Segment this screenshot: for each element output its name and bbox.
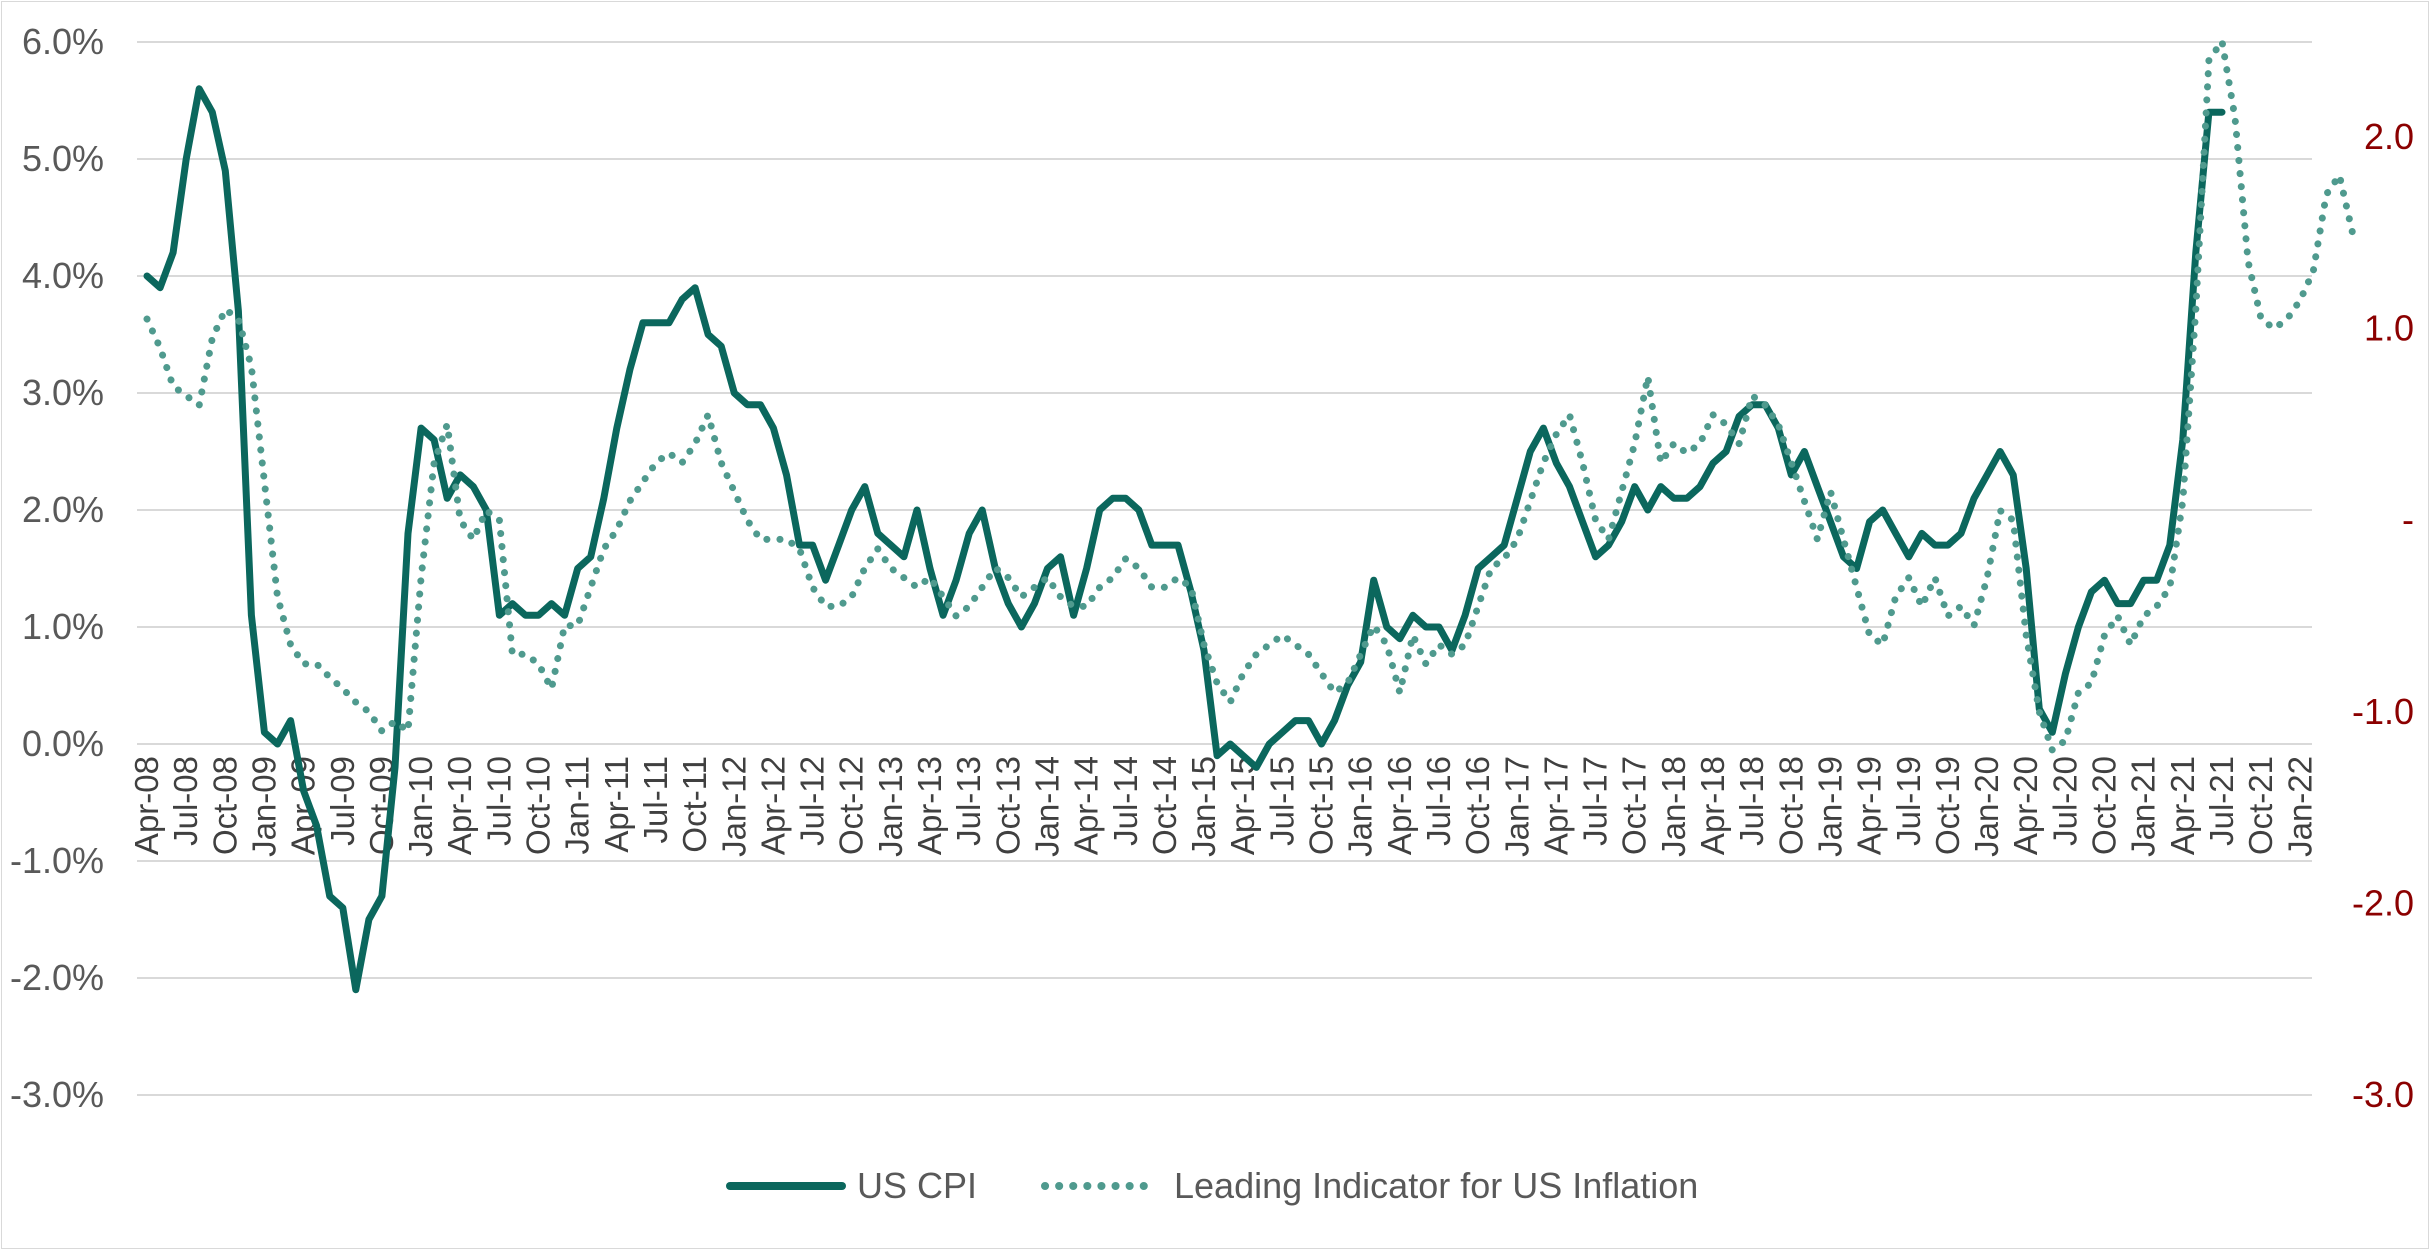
x-axis-tick-label: Apr-20 bbox=[2007, 756, 2044, 855]
x-axis-tick-label: Jan-14 bbox=[1028, 756, 1065, 857]
x-axis-tick-label: Apr-14 bbox=[1068, 756, 1105, 855]
x-axis-tick-label: Jan-15 bbox=[1185, 756, 1222, 857]
x-axis-tick-label: Jan-09 bbox=[245, 756, 282, 857]
x-axis-tick-label: Jul-12 bbox=[794, 756, 831, 846]
x-axis-tick-label: Jan-22 bbox=[2281, 756, 2318, 857]
x-axis-tick-label: Apr-08 bbox=[128, 756, 165, 855]
x-axis-tick-label: Jul-19 bbox=[1890, 756, 1927, 846]
left-axis-tick-label: 5.0% bbox=[22, 138, 104, 179]
x-axis-tick-label: Apr-15 bbox=[1224, 756, 1261, 855]
x-axis-tick-label: Oct-13 bbox=[989, 756, 1026, 855]
left-axis-tick-label: 0.0% bbox=[22, 723, 104, 764]
x-axis-tick-label: Apr-13 bbox=[911, 756, 948, 855]
series-lines bbox=[143, 37, 2356, 994]
x-axis-tick-label: Oct-11 bbox=[676, 756, 713, 853]
series-line-leading-indicator bbox=[143, 37, 2356, 754]
gridlines bbox=[137, 41, 2312, 1096]
right-axis-tick-label: -2.0 bbox=[2352, 882, 2414, 923]
x-axis-tick-label: Oct-08 bbox=[206, 756, 243, 855]
x-axis-tick-label: Oct-16 bbox=[1459, 756, 1496, 855]
x-axis-tick-label: Jul-20 bbox=[2046, 756, 2083, 846]
x-axis-tick-label: Jan-18 bbox=[1655, 756, 1692, 857]
x-axis-tick-label: Oct-20 bbox=[2086, 756, 2123, 855]
x-axis-tick-label: Jan-17 bbox=[1498, 756, 1535, 857]
x-axis-tick-label: Apr-17 bbox=[1537, 756, 1574, 855]
x-axis-tick-label: Jul-15 bbox=[1263, 756, 1300, 846]
x-axis-tick-label: Apr-10 bbox=[441, 756, 478, 855]
left-axis-tick-label: 4.0% bbox=[22, 255, 104, 296]
x-axis-tick-label: Jul-13 bbox=[950, 756, 987, 846]
x-axis-tick-label: Jan-10 bbox=[402, 756, 439, 857]
x-axis-tick-label: Jul-17 bbox=[1577, 756, 1614, 846]
x-axis-tick-label: Jul-09 bbox=[324, 756, 361, 846]
x-axis-tick-label: Oct-19 bbox=[1929, 756, 1966, 855]
right-axis-tick-label: -3.0 bbox=[2352, 1074, 2414, 1115]
right-axis-tick-labels: 2.0 1.0 - -1.0 -2.0 -3.0 bbox=[2352, 116, 2414, 1115]
left-axis-tick-label: 2.0% bbox=[22, 489, 104, 530]
x-axis-tick-label: Jan-21 bbox=[2125, 756, 2162, 857]
x-axis-tick-label: Apr-12 bbox=[754, 756, 791, 855]
x-axis-tick-label: Apr-18 bbox=[1694, 756, 1731, 855]
left-axis-tick-label: -3.0% bbox=[10, 1074, 104, 1115]
x-axis-tick-label: Jan-12 bbox=[715, 756, 752, 857]
x-axis-tick-label: Oct-15 bbox=[1303, 756, 1340, 855]
x-axis-tick-label: Oct-17 bbox=[1616, 756, 1653, 855]
x-axis-tick-label: Jan-16 bbox=[1342, 756, 1379, 857]
x-axis-tick-label: Jul-21 bbox=[2203, 756, 2240, 846]
right-axis-tick-label: -1.0 bbox=[2352, 691, 2414, 732]
right-axis-tick-label: - bbox=[2402, 499, 2414, 540]
x-axis-tick-label: Oct-10 bbox=[520, 756, 557, 855]
x-axis-tick-label: Oct-18 bbox=[1772, 756, 1809, 855]
left-axis-tick-labels: 6.0% 5.0% 4.0% 3.0% 2.0% 1.0% 0.0% -1.0% -2.0% -3… bbox=[10, 21, 104, 1115]
x-axis-tick-label: Jan-11 bbox=[559, 756, 596, 854]
x-axis-tick-label: Jul-08 bbox=[167, 756, 204, 846]
x-axis-tick-label: Jul-18 bbox=[1733, 756, 1770, 846]
x-axis-tick-label: Jul-16 bbox=[1420, 756, 1457, 846]
x-axis-tick-label: Jan-13 bbox=[872, 756, 909, 857]
right-axis-tick-label: 2.0 bbox=[2364, 116, 2414, 157]
left-axis-tick-label: 6.0% bbox=[22, 21, 104, 62]
left-axis-tick-label: -2.0% bbox=[10, 957, 104, 998]
left-axis-tick-label: -1.0% bbox=[10, 840, 104, 881]
x-axis-tick-label: Jul-10 bbox=[480, 756, 517, 846]
legend-label-us-cpi: US CPI bbox=[857, 1165, 977, 1206]
x-axis-tick-label: Oct-12 bbox=[833, 756, 870, 855]
x-axis-tick-label: Jan-19 bbox=[1811, 756, 1848, 857]
x-axis-tick-label: Jul-11 bbox=[637, 756, 674, 843]
x-axis-tick-label: Apr-21 bbox=[2164, 756, 2201, 855]
right-axis-tick-label: 1.0 bbox=[2364, 308, 2414, 349]
legend: US CPI Leading Indicator for US Inflatio… bbox=[726, 1165, 1698, 1206]
x-axis-tick-label: Oct-14 bbox=[1146, 756, 1183, 855]
series-line-us-cpi bbox=[143, 85, 2226, 994]
left-axis-tick-label: 1.0% bbox=[22, 606, 104, 647]
legend-label-leading-indicator: Leading Indicator for US Inflation bbox=[1174, 1165, 1698, 1206]
x-axis-tick-label: Oct-21 bbox=[2242, 756, 2279, 855]
x-axis-tick-label: Apr-16 bbox=[1381, 756, 1418, 855]
x-axis-tick-label: Apr-11 bbox=[598, 756, 635, 853]
x-axis-tick-labels: Apr-08 Jul-08 Oct-08 Jan-09 Apr-09 Jul-09 Oct-… bbox=[128, 756, 2318, 857]
left-axis-tick-label: 3.0% bbox=[22, 372, 104, 413]
x-axis-tick-label: Jul-14 bbox=[1107, 756, 1144, 846]
x-axis-tick-label: Jan-20 bbox=[1968, 756, 2005, 857]
x-axis-tick-label: Apr-19 bbox=[1851, 756, 1888, 855]
